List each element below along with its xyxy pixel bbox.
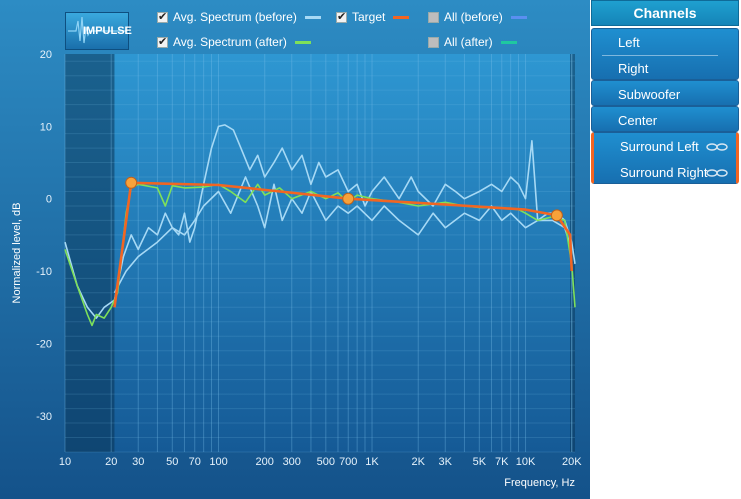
series-line-avg-before: [64, 124, 576, 319]
swatch-avg-before: [304, 15, 321, 19]
legend-all-after-label: All (after): [444, 35, 493, 49]
channel-right[interactable]: Right: [592, 55, 738, 81]
target-handles: [125, 176, 563, 222]
y-tick-label: -20: [36, 338, 52, 350]
series-line-target: [113, 181, 573, 308]
x-tick-label: 70: [189, 456, 201, 468]
x-tick-label: 10: [59, 456, 71, 468]
impulse-button[interactable]: IMPULSE: [65, 12, 132, 50]
channel-separator: [602, 55, 718, 56]
checkbox-avg-after[interactable]: [157, 35, 168, 48]
grid-lines: [64, 54, 575, 453]
y-tick-label: 10: [40, 121, 52, 133]
legend-avg-before-label: Avg. Spectrum (before): [173, 10, 297, 24]
legend-avg-after[interactable]: Avg. Spectrum (after): [157, 34, 311, 50]
swatch-all-before: [510, 15, 527, 19]
y-axis-label: Normalized level, dB: [11, 203, 23, 304]
x-tick-label: 700: [339, 456, 357, 468]
legend-target-label: Target: [352, 10, 386, 24]
x-tick-label: 3K: [439, 456, 453, 468]
x-tick-label: 50: [166, 456, 178, 468]
legend-all-before-label: All (before): [444, 10, 503, 24]
x-axis-label: Frequency, Hz: [504, 477, 575, 489]
link-icon[interactable]: [706, 168, 728, 178]
legend-all-before[interactable]: All (before): [428, 9, 527, 25]
channel-surround-right[interactable]: Surround Right: [594, 159, 736, 185]
frequency-response-chart[interactable]: 10 20 30 50 70 100 200 300 500 700 1K 2K 3K 5K 7K 10K 20…: [0, 0, 590, 499]
channel-center-label: Center: [618, 112, 658, 128]
excluded-range-shade-high: [570, 54, 575, 452]
channel-subwoofer[interactable]: Subwoofer: [592, 81, 738, 107]
channel-right-label: Right: [618, 60, 649, 76]
x-tick-label: 300: [283, 456, 301, 468]
channel-group-surround: Surround Left Surround Right: [591, 132, 739, 184]
checkbox-avg-before[interactable]: [157, 10, 168, 23]
channel-center[interactable]: Center: [592, 107, 738, 133]
link-icon[interactable]: [706, 142, 728, 152]
x-tick-label: 1K: [365, 456, 379, 468]
x-tick-label: 200: [256, 456, 274, 468]
swatch-target: [393, 15, 410, 19]
x-tick-label: 20K: [562, 456, 582, 468]
y-tick-label: -10: [36, 266, 52, 278]
x-tick-label: 5K: [473, 456, 487, 468]
channel-surround-right-label: Surround Right: [620, 164, 708, 180]
excluded-frequency-range: [65, 54, 575, 452]
series-layer: [64, 124, 576, 327]
channels-title: Channels: [591, 0, 739, 26]
y-tick-label: 20: [40, 49, 52, 61]
x-tick-label: 30: [132, 456, 144, 468]
swatch-all-after: [500, 40, 517, 44]
plot-area: [65, 54, 575, 452]
x-tick-label: 7K: [495, 456, 509, 468]
legend-target[interactable]: Target: [336, 9, 410, 25]
channels-panel: Channels Left Right Subwoofer Center Sur…: [591, 0, 741, 499]
channel-group-sub: Subwoofer: [591, 80, 739, 106]
channel-surround-left[interactable]: Surround Left: [594, 133, 736, 159]
excluded-range-shade: [65, 54, 115, 452]
series-line-avg-before-2: [113, 176, 573, 294]
legend-all-after[interactable]: All (after): [428, 34, 517, 50]
y-tick-label: -30: [36, 411, 52, 423]
channel-group-front: Left Right: [591, 28, 739, 80]
target-handle[interactable]: [125, 176, 138, 189]
channel-group-center: Center: [591, 106, 739, 132]
x-tick-label: 20: [105, 456, 117, 468]
channel-subwoofer-label: Subwoofer: [618, 86, 681, 102]
impulse-waveform-icon: [68, 16, 126, 44]
checkbox-all-after[interactable]: [428, 36, 439, 48]
target-handle[interactable]: [342, 192, 355, 205]
checkbox-target[interactable]: [336, 10, 347, 23]
y-tick-labels: 20 10 0 -10 -20 -30: [36, 49, 52, 423]
impulse-label: IMPULSE: [83, 25, 132, 37]
x-tick-label: 500: [317, 456, 335, 468]
channel-left[interactable]: Left: [592, 29, 738, 55]
legend-avg-after-label: Avg. Spectrum (after): [173, 35, 287, 49]
legend-avg-before[interactable]: Avg. Spectrum (before): [157, 9, 321, 25]
checkbox-all-before[interactable]: [428, 11, 439, 23]
swatch-avg-after: [294, 40, 311, 44]
channel-surround-left-label: Surround Left: [620, 138, 699, 154]
x-tick-label: 2K: [412, 456, 426, 468]
y-tick-label: 0: [46, 194, 52, 206]
channel-left-label: Left: [618, 34, 640, 50]
x-tick-labels: 10 20 30 50 70 100 200 300 500 700 1K 2K 3K 5K 7K 10K 20…: [59, 456, 582, 468]
x-tick-label: 100: [209, 456, 227, 468]
x-tick-label: 10K: [516, 456, 536, 468]
target-handle[interactable]: [550, 209, 563, 222]
